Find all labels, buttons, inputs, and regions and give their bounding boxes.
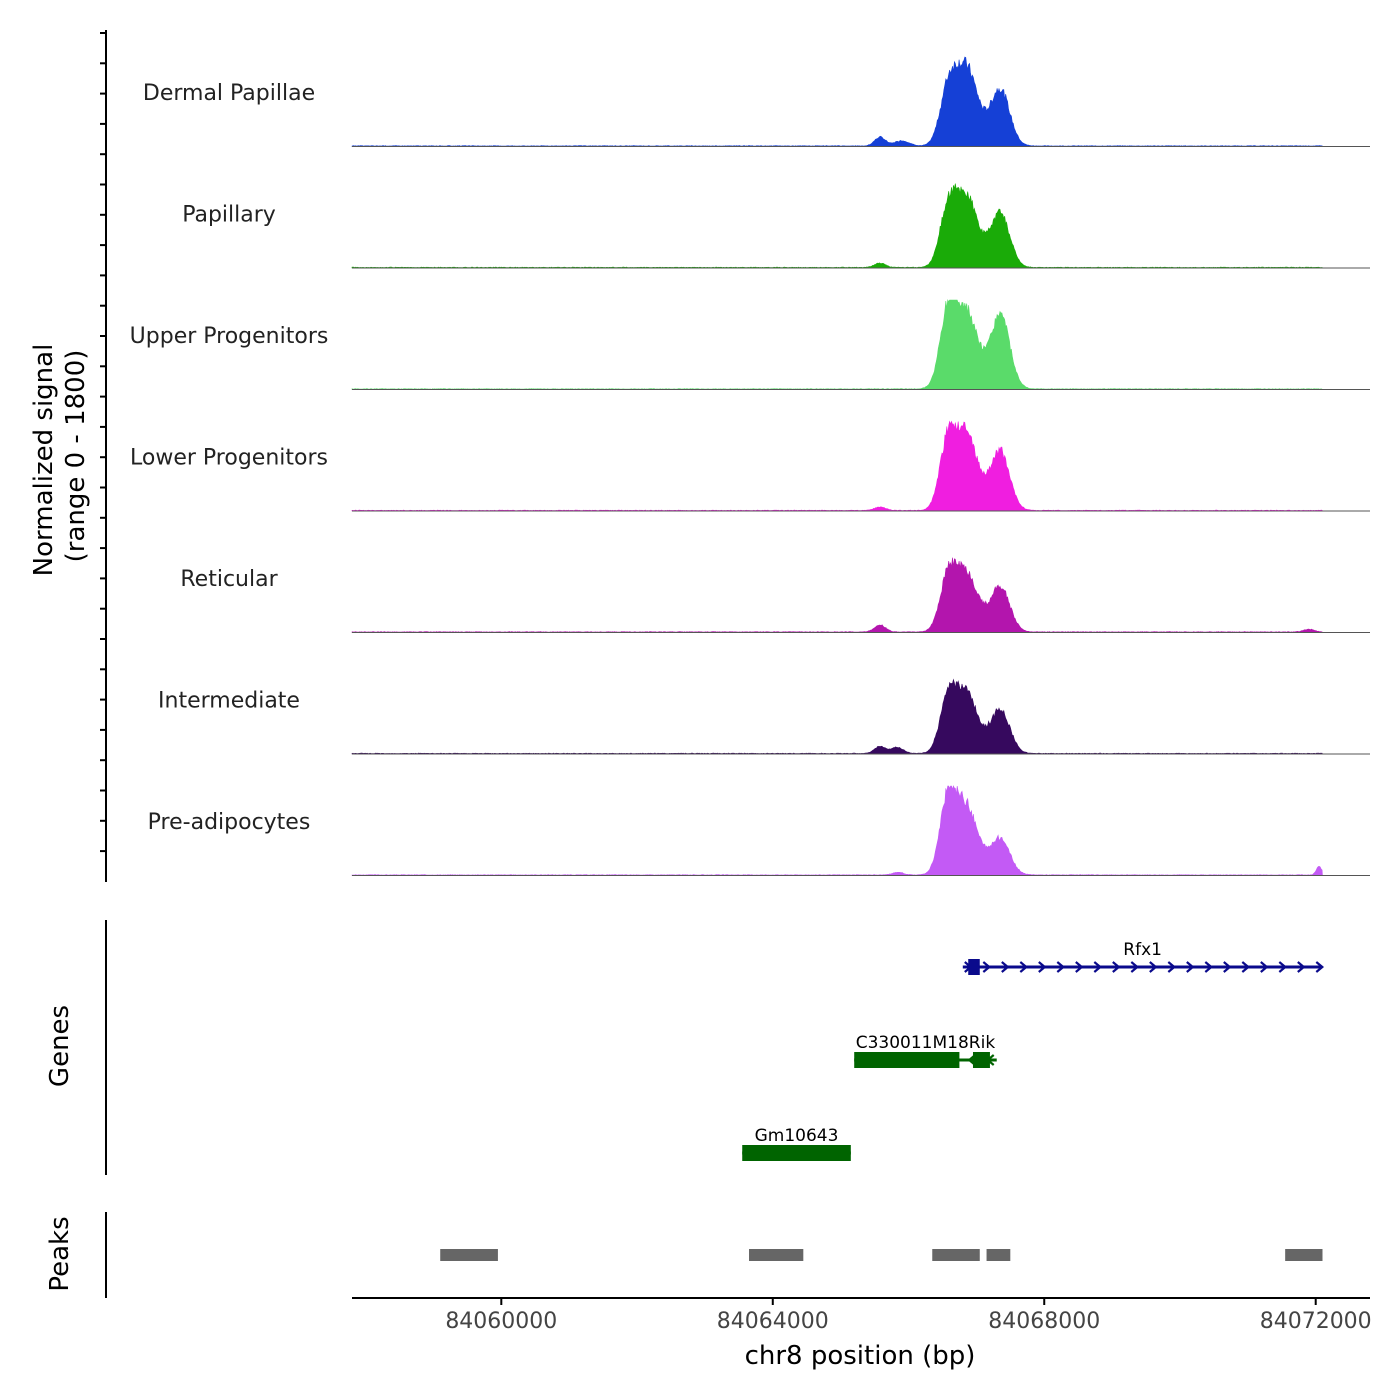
track-reticular: Reticular: [180, 557, 1370, 633]
signal-area: [351, 557, 1324, 633]
track-label: Reticular: [180, 567, 278, 592]
strand-arrow: [1130, 961, 1140, 973]
x-tick-label: 84060000: [445, 1309, 557, 1334]
peaks-panel: Peaks: [45, 1212, 1323, 1298]
x-axis-ticks: 84060000 84064000 84068000 84072000: [445, 1298, 1372, 1334]
gene-exon: [742, 1145, 851, 1161]
track-label: Intermediate: [158, 689, 300, 714]
peak-regions: [440, 1249, 1323, 1261]
genes-panel: Genes Rfx1 C330011M18Rik Gm10643: [45, 920, 1325, 1175]
peak-region: [440, 1249, 498, 1261]
signal-area: [351, 183, 1324, 269]
genes-panel-label: Genes: [45, 1005, 75, 1087]
gene-gm10643: Gm10643: [742, 1126, 851, 1161]
signal-area: [351, 56, 1324, 147]
track-label: Lower Progenitors: [130, 446, 328, 471]
strand-arrow: [1019, 961, 1029, 973]
coverage-panel: Normalized signal (range 0 - 1800) Derma…: [29, 30, 1370, 882]
peaks-panel-label: Peaks: [45, 1216, 75, 1291]
strand-arrow: [1260, 961, 1269, 973]
coverage-y-axis-ticks: [100, 32, 106, 853]
gene-label: Rfx1: [1123, 940, 1162, 960]
strand-arrow: [982, 961, 992, 973]
strand-arrow: [1241, 961, 1251, 973]
x-axis: 84060000 84064000 84068000 84072000 chr8 po…: [352, 1297, 1372, 1371]
track-dermal-papillae: Dermal Papillae: [143, 56, 1370, 147]
gene-label: C330011M18Rik: [856, 1033, 996, 1053]
track-label: Papillary: [182, 203, 276, 228]
strand-arrow: [1056, 961, 1066, 973]
gene-annotations: Rfx1 C330011M18Rik Gm10643: [742, 940, 1325, 1161]
signal-area: [351, 299, 1324, 390]
signal-area: [351, 678, 1323, 755]
x-tick-label: 84072000: [1260, 1309, 1372, 1334]
strand-arrow: [1112, 961, 1121, 973]
strand-arrow: [1149, 961, 1158, 973]
strand-arrow: [1315, 961, 1325, 973]
x-axis-label: chr8 position (bp): [745, 1341, 976, 1371]
peak-region: [749, 1249, 804, 1261]
gene-label: Gm10643: [755, 1126, 839, 1146]
strand-arrow: [1278, 961, 1288, 973]
track-label: Dermal Papillae: [143, 81, 315, 106]
strand-arrow: [1038, 961, 1047, 973]
strand-arrow: [1297, 961, 1306, 973]
track-papillary: Papillary: [182, 183, 1370, 269]
gene-exon: [972, 1052, 990, 1068]
coverage-tracks: Dermal Papillae Papillary Upper Progenitor…: [130, 56, 1370, 876]
track-intermediate: Intermediate: [158, 678, 1370, 755]
x-tick-label: 84064000: [717, 1309, 829, 1334]
track-label: Upper Progenitors: [130, 324, 329, 349]
strand-arrow: [1093, 961, 1103, 973]
track-label: Pre-adipocytes: [148, 810, 311, 835]
strand-arrow: [1167, 961, 1177, 973]
track-lower-progenitors: Lower Progenitors: [130, 420, 1370, 512]
y-axis-label-line2: (range 0 - 1800): [61, 350, 91, 563]
strand-arrow: [1204, 961, 1214, 973]
gene-rfx1: Rfx1: [962, 940, 1325, 975]
peak-region: [986, 1249, 1011, 1261]
strand-arrow: [1001, 961, 1010, 973]
peak-region: [1285, 1249, 1323, 1261]
signal-area: [351, 785, 1323, 876]
signal-area: [351, 420, 1324, 512]
x-tick-label: 84068000: [988, 1309, 1100, 1334]
gene-exon: [854, 1052, 960, 1068]
track-upper-progenitors: Upper Progenitors: [130, 299, 1370, 390]
peak-region: [932, 1249, 980, 1261]
y-axis-label-line1: Normalized signal: [29, 344, 59, 577]
strand-arrow: [1223, 961, 1232, 973]
strand-arrow: [1075, 961, 1084, 973]
gene-exon: [968, 959, 980, 975]
strand-arrow: [1186, 961, 1195, 973]
track-pre-adipocytes: Pre-adipocytes: [148, 785, 1370, 876]
gene-c330011m18rik: C330011M18Rik: [854, 1033, 997, 1068]
